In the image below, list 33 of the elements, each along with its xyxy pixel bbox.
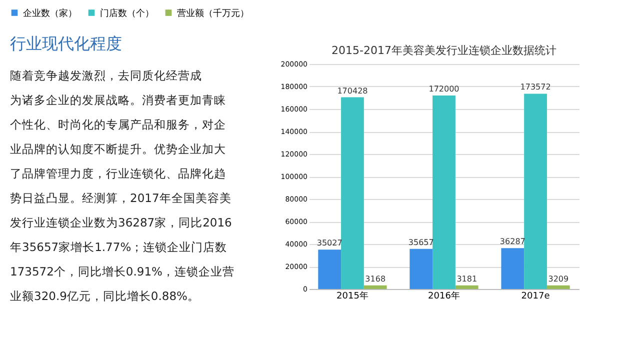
bar	[455, 285, 478, 289]
legend-label: 门店数（个）	[100, 8, 154, 19]
text: 势日益凸显。经测算，2017年全国美容美	[10, 190, 232, 205]
text: 业额320.9亿元，同比增长0.88%。	[10, 288, 200, 303]
bar	[318, 250, 342, 289]
text: 年35657家增长1.77%；连锁企业门店数	[10, 240, 228, 254]
legend-label: 企业数（家）	[23, 8, 77, 19]
legend-label: 营业额（千万元）	[177, 8, 249, 19]
x-tick-label: 2015年	[336, 290, 368, 302]
bar	[524, 94, 547, 289]
data-label: 170428	[337, 86, 368, 96]
text: 行业现代化程度	[10, 34, 122, 53]
bar	[341, 97, 364, 289]
x-tick-label: 2017e	[521, 292, 550, 302]
bar	[410, 248, 433, 289]
text: 173572个，同比增长0.91%，连锁企业营	[10, 264, 234, 278]
bar	[546, 285, 570, 289]
chart-title: 2015-2017年美容美发行业连锁企业数据统计	[332, 44, 556, 57]
data-label: 173572	[520, 82, 551, 92]
text: 了品牌管理力度，行业连锁化、品牌化趋	[10, 166, 226, 180]
data-label: 3168	[365, 274, 386, 284]
bar	[432, 96, 456, 289]
bar	[501, 248, 524, 289]
text: 业品牌的认知度不断提升。优势企业加大	[10, 142, 226, 156]
text: 个性化、时尚化的专属产品和服务，对企	[10, 117, 226, 132]
text: 随着竞争越发激烈，去同质化经营成	[10, 68, 202, 82]
x-tick-label: 2016年	[428, 290, 460, 302]
data-label: 3181	[456, 274, 478, 284]
text: 发行业连锁企业数为36287家，同比2016	[10, 215, 232, 230]
text: 为诸多企业的发展战略。消费者更加青睐	[10, 92, 226, 107]
data-label: 172000	[428, 84, 460, 94]
data-label: 3209	[548, 274, 569, 284]
bar	[364, 285, 387, 289]
